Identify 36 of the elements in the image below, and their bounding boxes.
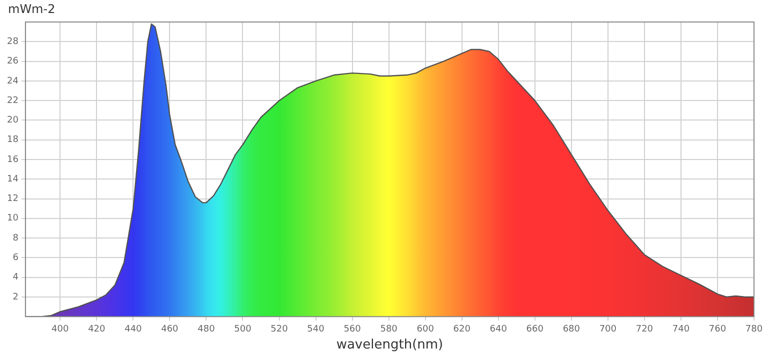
x-tick-label: 560: [344, 324, 362, 334]
x-tick-label: 600: [416, 324, 434, 334]
x-tick-label: 520: [270, 324, 288, 334]
x-tick-label: 740: [672, 324, 690, 334]
y-tick-label: 4: [12, 272, 19, 283]
y-tick-label: 16: [7, 154, 19, 165]
x-tick-label: 720: [636, 324, 654, 334]
y-axis-title: mWm-2: [8, 2, 56, 16]
y-tick-label: 8: [12, 233, 19, 244]
y-tick-label: 14: [7, 174, 19, 184]
y-tick-label: 24: [7, 76, 19, 86]
x-tick-label: 500: [234, 324, 252, 334]
x-tick-label: 700: [599, 324, 617, 334]
y-tick-label: 6: [12, 253, 19, 264]
x-axis-title: wavelength(nm): [336, 338, 444, 353]
y-tick-label: 2: [12, 292, 18, 302]
x-tick-label: 780: [745, 324, 763, 334]
x-tick-label: 400: [52, 324, 70, 334]
x-tick-label: 660: [526, 324, 544, 334]
x-tick-label: 580: [380, 324, 398, 334]
x-tick-label: 440: [124, 324, 142, 334]
y-tick-label: 20: [7, 116, 19, 126]
x-tick-label: 640: [490, 324, 508, 334]
x-tick-label: 460: [161, 324, 179, 334]
y-tick-label: 10: [7, 214, 19, 224]
x-tick-label: 540: [307, 324, 325, 334]
y-tick-label: 18: [7, 135, 19, 146]
x-tick-label: 620: [453, 324, 471, 334]
x-tick-label: 760: [708, 324, 726, 334]
x-tick-label: 680: [562, 324, 580, 334]
y-tick-label: 12: [7, 194, 18, 204]
y-tick-label: 28: [7, 36, 19, 47]
x-tick-label: 420: [88, 324, 106, 334]
x-tick-label: 480: [198, 324, 216, 334]
y-tick-label: 22: [7, 96, 18, 106]
y-tick-label: 26: [7, 56, 19, 67]
